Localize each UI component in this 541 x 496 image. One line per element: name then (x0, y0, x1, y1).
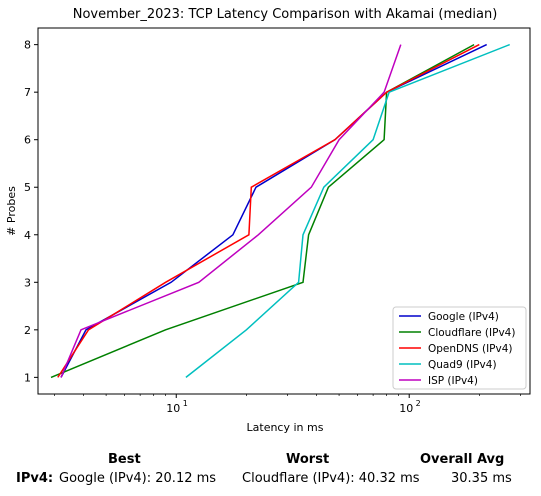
latency-chart: November_2023: TCP Latency Comparison wi… (5, 7, 531, 434)
legend-label: ISP (IPv4) (428, 375, 478, 387)
series-line-4 (185, 43, 510, 378)
y-tick-label: 5 (24, 181, 31, 194)
plot-frame (37, 27, 531, 395)
y-tick-label: 7 (24, 86, 31, 99)
y-tick-label: 1 (24, 371, 31, 384)
plot-lines (50, 43, 510, 379)
y-axis-label: # Probes (5, 186, 18, 236)
legend-label: Quad9 (IPv4) (428, 359, 497, 371)
legend-box (392, 306, 527, 390)
x-axis-label: Latency in ms (247, 421, 324, 434)
worst-value: Cloudflare (IPv4): 40.32 ms (242, 471, 420, 486)
x-tick-label: 10 (166, 402, 180, 415)
y-tick-label: 6 (24, 134, 31, 147)
x-tick-exponent: 2 (416, 399, 421, 408)
y-tick-label: 3 (24, 276, 31, 289)
legend-label: Google (IPv4) (428, 311, 499, 323)
overall-avg-header: Overall Avg (420, 452, 505, 467)
legend-label: OpenDNS (IPv4) (428, 343, 513, 355)
overall-avg-value: 30.35 ms (451, 471, 512, 486)
summary-table: Best Worst Overall Avg IPv4: Google (IPv… (0, 450, 541, 490)
y-tick-label: 2 (24, 324, 31, 337)
series-line-5 (60, 44, 402, 378)
ipv4-row-label: IPv4: (16, 471, 54, 486)
worst-header: Worst (286, 452, 330, 467)
x-tick-exponent: 1 (183, 399, 188, 408)
y-axis: 1 2 3 4 5 6 7 8 (24, 39, 38, 384)
y-tick-label: 4 (24, 229, 31, 242)
best-value: Google (IPv4): 20.12 ms (59, 471, 217, 486)
legend: Google (IPv4) Cloudflare (IPv4) OpenDNS (I… (392, 306, 527, 390)
y-tick-label: 8 (24, 39, 31, 52)
x-axis: 10 1 10 2 (54, 394, 521, 415)
x-tick-label: 10 (399, 402, 413, 415)
legend-label: Cloudflare (IPv4) (428, 327, 515, 339)
best-header: Best (108, 452, 141, 467)
chart-title: November_2023: TCP Latency Comparison wi… (73, 7, 498, 22)
